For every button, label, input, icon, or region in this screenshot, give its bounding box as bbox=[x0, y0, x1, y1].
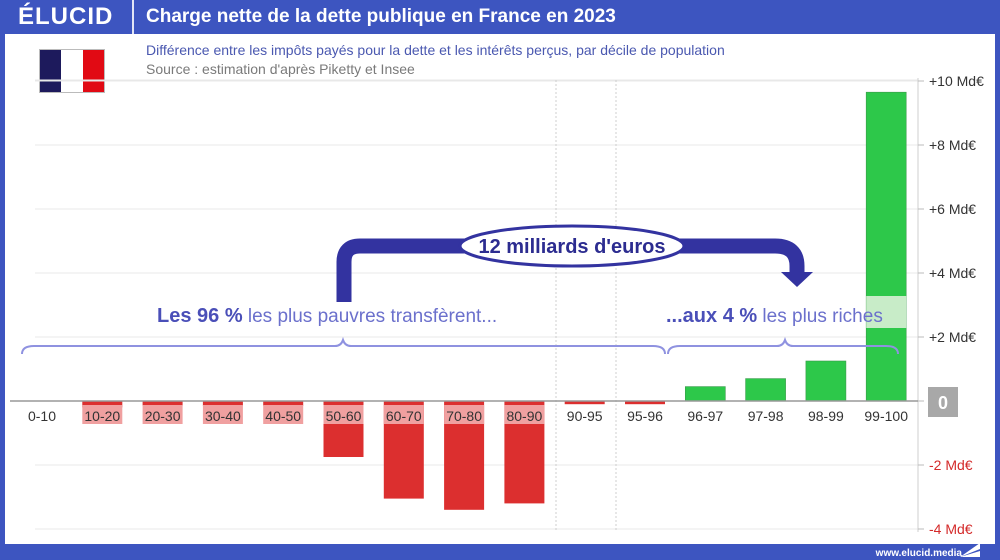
annotation-right: ...aux 4 % les plus riches bbox=[666, 305, 883, 327]
x-tick-label: 99-100 bbox=[864, 408, 908, 424]
footer-url: www.elucid.media bbox=[875, 548, 962, 559]
brace-top-4 bbox=[667, 336, 899, 355]
x-tick-label: 97-98 bbox=[748, 408, 784, 424]
x-tick-label: 20-30 bbox=[145, 408, 181, 424]
bar bbox=[263, 401, 304, 406]
x-tick-label: 80-90 bbox=[506, 408, 542, 424]
x-label-highlight bbox=[263, 405, 304, 424]
header-divider bbox=[132, 0, 134, 34]
x-label-highlight bbox=[504, 405, 545, 424]
y-tick-label: +10 Md€ bbox=[929, 73, 984, 89]
x-tick-label: 40-50 bbox=[265, 408, 301, 424]
x-tick-label: 10-20 bbox=[84, 408, 120, 424]
arrow-head-icon bbox=[781, 272, 813, 287]
y-tick-label: +4 Md€ bbox=[929, 265, 976, 281]
x-tick-label: 90-95 bbox=[567, 408, 603, 424]
bar bbox=[202, 401, 243, 406]
y-tick-label: -2 Md€ bbox=[929, 457, 973, 473]
chart-subtitle: Différence entre les impôts payés pour l… bbox=[146, 42, 725, 58]
bar bbox=[805, 360, 847, 402]
amount-bubble-text: 12 milliards d'euros bbox=[478, 236, 665, 258]
bar bbox=[142, 401, 183, 406]
elucid-mark-icon bbox=[960, 543, 980, 557]
x-tick-label: 50-60 bbox=[326, 408, 362, 424]
label-highlight bbox=[866, 296, 907, 328]
x-label-highlight bbox=[202, 405, 243, 424]
x-label-highlight bbox=[444, 405, 485, 424]
x-label-highlight bbox=[82, 405, 123, 424]
y-tick-label: -4 Md€ bbox=[929, 521, 973, 537]
x-label-highlight bbox=[323, 405, 364, 424]
y-tick-label: +8 Md€ bbox=[929, 137, 976, 153]
x-tick-label: 98-99 bbox=[808, 408, 844, 424]
y-tick-label: +6 Md€ bbox=[929, 201, 976, 217]
bar bbox=[684, 386, 726, 402]
chart-panel bbox=[5, 34, 995, 544]
bar bbox=[745, 378, 786, 402]
brace-bottom-96 bbox=[21, 336, 666, 355]
chart-title: Charge nette de la dette publique en Fra… bbox=[146, 6, 616, 27]
y-tick-label: +2 Md€ bbox=[929, 329, 976, 345]
header-bar: ÉLUCID Charge nette de la dette publique… bbox=[0, 0, 1000, 34]
zero-badge bbox=[928, 387, 958, 417]
y-tick-label: 0 bbox=[938, 393, 948, 413]
x-tick-label: 70-80 bbox=[446, 408, 482, 424]
bar bbox=[625, 401, 665, 405]
x-label-highlight bbox=[383, 405, 424, 424]
bar bbox=[82, 401, 123, 408]
chart-source: Source : estimation d'après Piketty et I… bbox=[146, 61, 415, 77]
bar bbox=[865, 91, 907, 402]
x-label-highlight bbox=[142, 405, 183, 424]
x-tick-label: 96-97 bbox=[687, 408, 723, 424]
amount-bubble bbox=[458, 224, 686, 268]
annotation-left: Les 96 % les plus pauvres transfèrent... bbox=[157, 305, 497, 327]
elucid-logo: ÉLUCID bbox=[18, 3, 114, 30]
x-tick-label: 60-70 bbox=[386, 408, 422, 424]
bar bbox=[564, 401, 605, 405]
x-tick-label: 95-96 bbox=[627, 408, 663, 424]
x-tick-label: 30-40 bbox=[205, 408, 241, 424]
x-tick-label: 0-10 bbox=[28, 408, 56, 424]
